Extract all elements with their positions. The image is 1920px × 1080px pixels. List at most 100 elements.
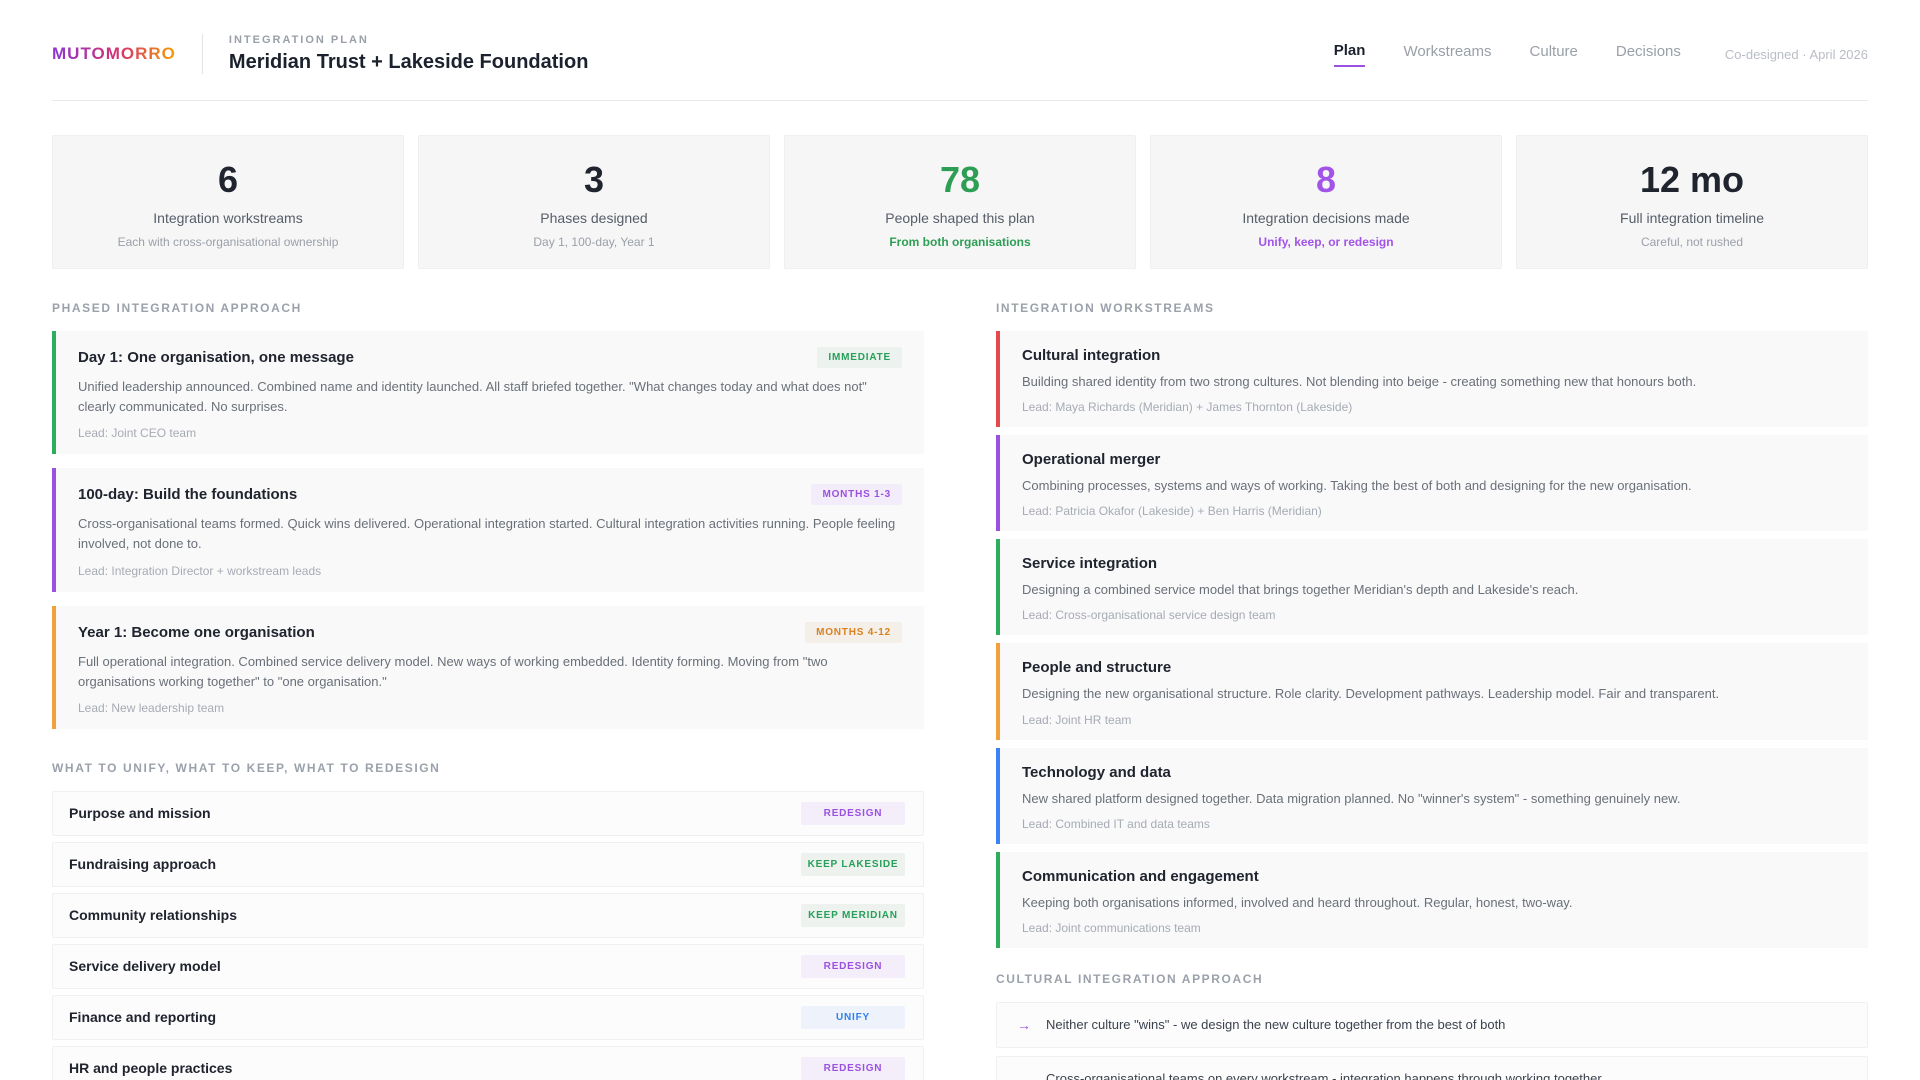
stat-sublabel: Unify, keep, or redesign <box>1258 235 1394 249</box>
workstream-lead: Lead: Maya Richards (Meridian) + James T… <box>1022 400 1353 415</box>
phase-card-day1: Day 1: One organisation, one message IMM… <box>52 331 924 455</box>
stat-label: Integration workstreams <box>153 210 303 226</box>
stat-value: 12 mo <box>1639 159 1745 200</box>
workstream-card-people: People and structure Designing the new o… <box>996 643 1868 740</box>
section-heading-workstreams: Integration workstreams <box>996 301 1215 315</box>
phase-description: Unified leadership announced. Combined n… <box>78 379 867 415</box>
arrow-right-icon: → <box>1017 1070 1031 1080</box>
phase-badge: MONTHS 4-12 <box>805 621 902 643</box>
workstream-title: Communication and engagement <box>1022 867 1259 885</box>
stat-label: Phases designed <box>540 210 648 226</box>
culture-principle-text: Cross-organisational teams on every work… <box>1046 1071 1602 1080</box>
workstream-lead: Lead: Joint communications team <box>1022 920 1201 935</box>
nav-tab-workstreams[interactable]: Workstreams <box>1403 42 1492 60</box>
phase-title: 100-day: Build the foundations <box>78 486 298 504</box>
stat-sublabel: From both organisations <box>889 235 1031 249</box>
phase-card-year1: Year 1: Become one organisation MONTHS 4… <box>52 605 924 729</box>
left-column: Phased integration approach Day 1: One o… <box>52 269 924 1080</box>
workstream-title: Service integration <box>1022 555 1158 573</box>
workstream-title: Cultural integration <box>1022 347 1161 364</box>
page-title: Meridian Trust + Lakeside Foundation <box>228 51 589 73</box>
stat-label: People shaped this plan <box>885 210 1035 226</box>
decision-label: Purpose and mission <box>69 805 211 822</box>
header-meta: Co-designed · April 2026 <box>1724 46 1868 62</box>
stat-label: Full integration timeline <box>1620 210 1764 226</box>
workstream-description: Keeping both organisations informed, inv… <box>1022 894 1573 910</box>
brand-logo[interactable]: MUTOMORRO <box>52 44 176 63</box>
header: MUTOMORRO INTEGRATION PLAN Meridian Trus… <box>52 0 1868 101</box>
right-column: Integration workstreams Cultural integra… <box>996 269 1868 1080</box>
workstream-title: Operational merger <box>1022 451 1161 469</box>
stat-value: 8 <box>1315 159 1337 200</box>
phase-title: Day 1: One organisation, one message <box>78 349 354 366</box>
workstream-card-operational: Operational merger Combining processes, … <box>996 435 1868 532</box>
workstream-description: Building shared identity from two strong… <box>1022 374 1697 389</box>
nav-tab-plan[interactable]: Plan <box>1333 42 1366 67</box>
decision-row-community: Community relationships KEEP MERIDIAN <box>52 892 924 938</box>
decision-row-purpose: Purpose and mission REDESIGN <box>52 790 924 836</box>
stat-sublabel: Each with cross-organisational ownership <box>117 235 339 249</box>
culture-principle-text: Neither culture "wins" - we design the n… <box>1046 1017 1506 1033</box>
header-title-block: INTEGRATION PLAN Meridian Trust + Lakesi… <box>229 34 589 74</box>
decision-row-fundraising: Fundraising approach KEEP LAKESIDE <box>52 841 924 887</box>
decision-badge: REDESIGN <box>801 954 905 978</box>
phase-card-100day: 100-day: Build the foundations MONTHS 1-… <box>52 468 924 592</box>
workstream-card-cultural: Cultural integration Building shared ide… <box>996 331 1868 428</box>
workstream-description: Designing a combined service model that … <box>1022 582 1579 598</box>
workstream-title: People and structure <box>1022 659 1172 677</box>
section-heading-culture: Cultural integration approach <box>996 971 1264 986</box>
decision-row-hr: HR and people practices REDESIGN <box>52 1045 924 1080</box>
stat-sublabel: Day 1, 100-day, Year 1 <box>533 235 655 249</box>
phase-badge: MONTHS 1-3 <box>811 484 902 506</box>
stat-cards-row: 6 Integration workstreams Each with cros… <box>52 135 1868 269</box>
workstream-lead: Lead: Patricia Okafor (Lakeside) + Ben H… <box>1022 504 1322 519</box>
stat-value: 3 <box>583 159 605 200</box>
workstream-card-service: Service integration Designing a combined… <box>996 539 1868 636</box>
stat-card-phases: 3 Phases designed Day 1, 100-day, Year 1 <box>418 135 770 269</box>
workstream-card-communication: Communication and engagement Keeping bot… <box>996 851 1868 948</box>
phase-badge: IMMEDIATE <box>817 347 902 368</box>
phase-description: Full operational integration. Combined s… <box>78 653 828 689</box>
workstream-description: New shared platform designed together. D… <box>1022 790 1681 806</box>
workstream-description: Designing the new organisational structu… <box>1022 686 1720 702</box>
workstream-lead: Lead: Combined IT and data teams <box>1022 816 1210 831</box>
stat-card-timeline: 12 mo Full integration timeline Careful,… <box>1516 135 1868 269</box>
stat-sublabel: Careful, not rushed <box>1640 235 1744 249</box>
stat-card-decisions: 8 Integration decisions made Unify, keep… <box>1150 135 1502 269</box>
decision-badge: KEEP LAKESIDE <box>801 852 905 876</box>
nav-tab-culture[interactable]: Culture <box>1529 42 1578 60</box>
header-divider <box>201 34 203 74</box>
decision-row-service: Service delivery model REDESIGN <box>52 943 924 989</box>
phase-description: Cross-organisational teams formed. Quick… <box>78 516 896 552</box>
decision-label: Service delivery model <box>69 958 221 975</box>
section-heading-decisions: What to unify, what to keep, what to red… <box>52 760 441 775</box>
phase-lead: Lead: New leadership team <box>78 700 225 715</box>
decision-label: Fundraising approach <box>69 856 217 873</box>
workstream-lead: Lead: Cross-organisational service desig… <box>1022 608 1276 623</box>
phase-title: Year 1: Become one organisation <box>78 623 315 641</box>
workstream-title: Technology and data <box>1022 763 1171 781</box>
stat-card-people: 78 People shaped this plan From both org… <box>784 135 1136 269</box>
decision-label: Finance and reporting <box>69 1009 217 1026</box>
stat-label: Integration decisions made <box>1242 210 1410 226</box>
phase-lead: Lead: Joint CEO team <box>78 426 197 441</box>
decision-badge: REDESIGN <box>801 1056 905 1080</box>
top-nav: Plan Workstreams Culture Decisions Co-de… <box>1333 42 1868 67</box>
stat-value: 6 <box>217 159 239 200</box>
decision-row-finance: Finance and reporting UNIFY <box>52 994 924 1040</box>
decision-label: Community relationships <box>69 907 238 924</box>
nav-tab-decisions[interactable]: Decisions <box>1615 42 1681 60</box>
workstream-description: Combining processes, systems and ways of… <box>1022 478 1692 494</box>
decision-badge: UNIFY <box>801 1005 905 1029</box>
workstream-lead: Lead: Joint HR team <box>1022 712 1132 727</box>
workstream-card-technology: Technology and data New shared platform … <box>996 747 1868 844</box>
main-columns: Phased integration approach Day 1: One o… <box>52 269 1868 1080</box>
section-heading-phases: Phased integration approach <box>52 301 302 315</box>
document-kicker: INTEGRATION PLAN <box>228 34 369 46</box>
decision-badge: KEEP MERIDIAN <box>801 903 905 927</box>
decision-badge: REDESIGN <box>801 801 905 825</box>
stat-value: 78 <box>939 159 981 200</box>
arrow-right-icon: → <box>1017 1016 1031 1033</box>
culture-principle-item: → Cross-organisational teams on every wo… <box>996 1055 1868 1080</box>
